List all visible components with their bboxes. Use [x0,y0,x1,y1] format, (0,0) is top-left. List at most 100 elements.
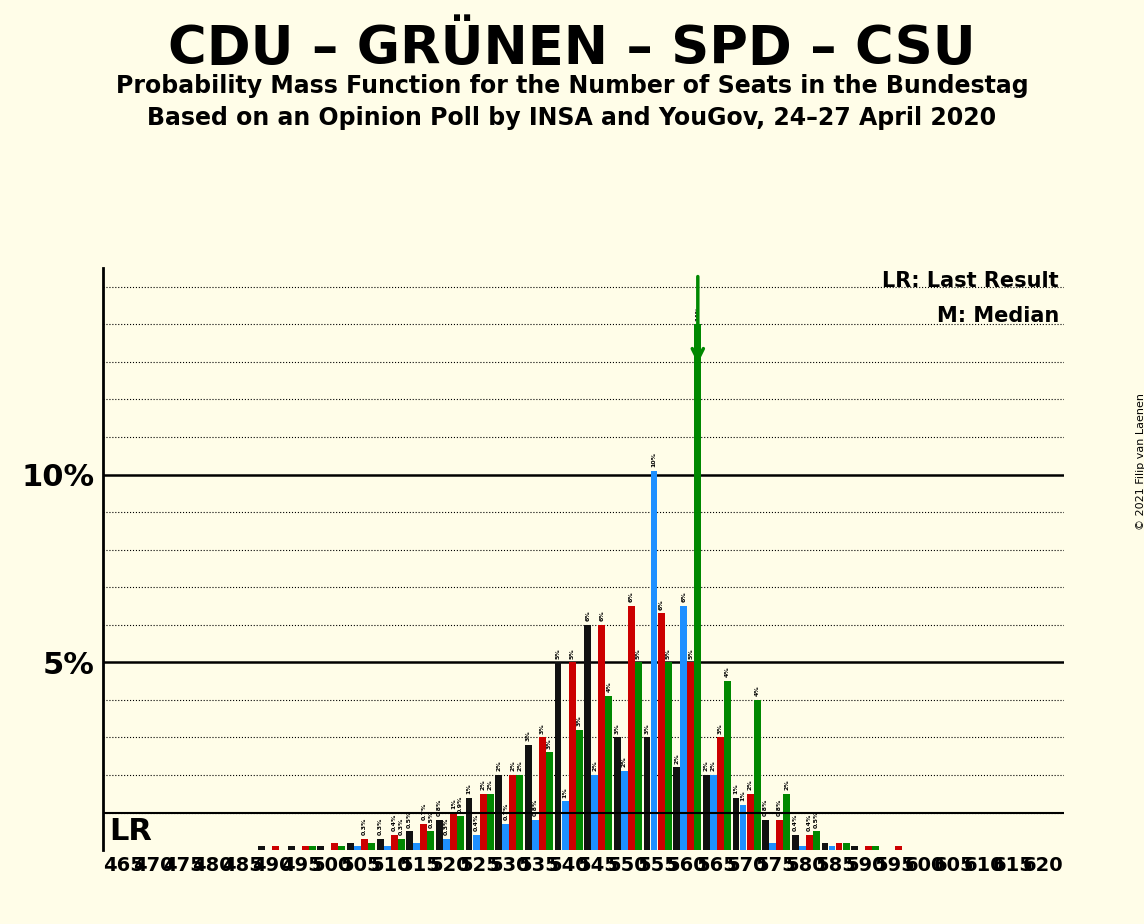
Bar [681,606,688,850]
Bar [339,846,345,850]
Bar [562,801,569,850]
Bar [628,606,635,850]
Bar [472,835,479,850]
Text: 0.8%: 0.8% [763,799,768,816]
Text: 0.8%: 0.8% [533,799,538,816]
Bar [495,775,502,850]
Text: 2%: 2% [785,779,789,790]
Bar [694,324,701,850]
Bar [784,794,791,850]
Text: 2%: 2% [517,760,523,772]
Bar [406,832,413,850]
Text: 10%: 10% [652,452,657,467]
Bar [591,775,598,850]
Bar [287,846,294,850]
Text: CDU – GRÜNEN – SPD – CSU: CDU – GRÜNEN – SPD – CSU [168,23,976,75]
Bar [525,745,532,850]
Bar [317,846,324,850]
Text: 2%: 2% [510,760,515,772]
Text: 0.3%: 0.3% [362,818,367,835]
Text: 3%: 3% [718,723,723,734]
Text: 14%: 14% [696,306,700,321]
Text: 0.5%: 0.5% [428,810,434,828]
Bar [458,816,464,850]
Bar [865,846,872,850]
Text: 6%: 6% [599,610,604,621]
Bar [724,681,731,850]
Text: 6%: 6% [681,591,686,602]
Bar [555,663,562,850]
Bar [651,470,658,850]
Text: 0.5%: 0.5% [407,810,412,828]
Text: 2%: 2% [710,760,716,772]
Text: Probability Mass Function for the Number of Seats in the Bundestag: Probability Mass Function for the Number… [116,74,1028,98]
Bar [605,696,612,850]
Bar [413,843,420,850]
Text: LR: LR [109,817,152,845]
Bar [644,737,651,850]
Text: 4%: 4% [755,686,760,696]
Text: 4%: 4% [725,666,730,677]
Bar [436,820,443,850]
Text: Based on an Opinion Poll by INSA and YouGov, 24–27 April 2020: Based on an Opinion Poll by INSA and You… [148,106,996,130]
Bar [450,812,456,850]
Bar [309,846,316,850]
Text: M: Median: M: Median [937,306,1059,326]
Bar [509,775,516,850]
Bar [420,824,427,850]
Text: 2%: 2% [622,757,627,768]
Text: 2%: 2% [593,760,597,772]
Text: 1%: 1% [563,786,567,797]
Bar [614,737,621,850]
Text: 6%: 6% [629,591,634,602]
Text: 0.4%: 0.4% [391,814,397,832]
Bar [873,846,880,850]
Bar [259,846,265,850]
Bar [740,805,747,850]
Bar [769,843,776,850]
Text: 6%: 6% [586,610,590,621]
Bar [362,839,368,850]
Text: 2%: 2% [496,760,501,772]
Text: 5%: 5% [689,648,693,659]
Text: 5%: 5% [636,648,641,659]
Text: 0.3%: 0.3% [399,818,404,835]
Bar [569,663,575,850]
Text: 0.9%: 0.9% [458,796,463,812]
Bar [674,768,680,850]
Bar [383,846,390,850]
Bar [828,846,835,850]
Text: 5%: 5% [570,648,574,659]
Text: 3%: 3% [526,730,531,741]
Bar [754,699,761,850]
Text: 1%: 1% [451,798,456,808]
Text: 3%: 3% [644,723,650,734]
Bar [688,663,694,850]
Text: 1%: 1% [733,783,739,794]
Text: 2%: 2% [674,753,680,764]
Bar [777,820,784,850]
Bar [717,737,724,850]
Bar [843,843,850,850]
Text: 0.4%: 0.4% [474,814,478,832]
Bar [516,775,523,850]
Bar [539,737,546,850]
Bar [272,846,279,850]
Bar [466,797,472,850]
Text: 3%: 3% [577,715,581,726]
Bar [799,846,805,850]
Bar [376,839,383,850]
Bar [658,614,665,850]
Bar [391,835,398,850]
Bar [813,832,820,850]
Bar [732,797,739,850]
Bar [502,824,509,850]
Text: 0.5%: 0.5% [813,810,819,828]
Bar [792,835,799,850]
Bar [302,846,309,850]
Bar [332,843,339,850]
Bar [487,794,493,850]
Text: 2%: 2% [747,779,753,790]
Bar [851,846,858,850]
Bar [368,843,375,850]
